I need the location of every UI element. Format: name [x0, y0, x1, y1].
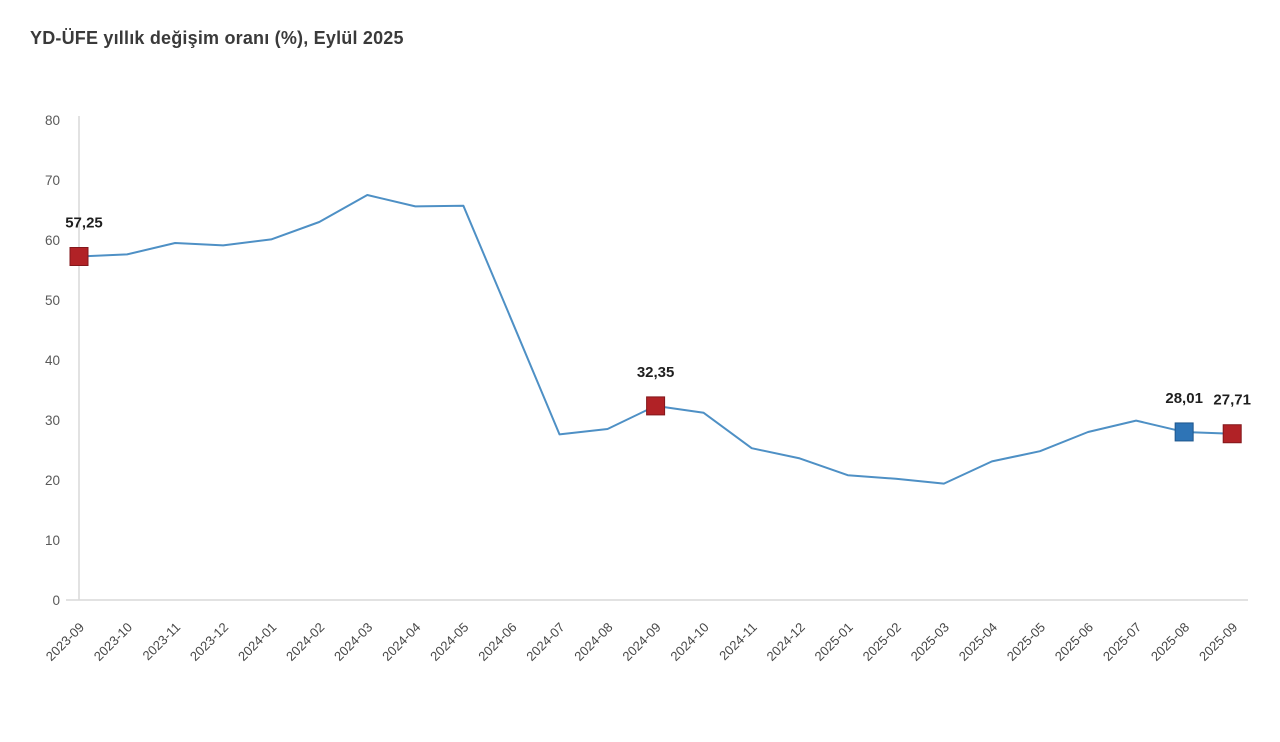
x-tick-label: 2025-02 [860, 620, 904, 664]
x-tick-label: 2024-07 [523, 620, 567, 664]
point-value-label: 32,35 [637, 364, 675, 381]
red-square-marker [646, 396, 666, 416]
point-value-label: 27,71 [1213, 392, 1251, 409]
x-tick-label: 2024-01 [235, 620, 279, 664]
x-tick-label: 2024-10 [667, 620, 711, 664]
x-tick-label: 2024-11 [716, 620, 760, 664]
x-tick-label: 2025-07 [1100, 620, 1144, 664]
y-tick-label: 20 [45, 473, 60, 488]
y-tick-label: 70 [45, 173, 60, 188]
x-tick-label: 2023-11 [140, 620, 184, 664]
x-tick-label: 2025-08 [1148, 620, 1192, 664]
x-tick-label: 2025-09 [1196, 620, 1240, 664]
y-tick-label: 50 [45, 293, 60, 308]
red-square-marker [1222, 424, 1242, 444]
x-tick-label: 2024-03 [331, 620, 375, 664]
point-value-label: 28,01 [1165, 390, 1203, 407]
x-tick-label: 2023-10 [91, 620, 135, 664]
x-tick-label: 2024-08 [571, 620, 615, 664]
y-tick-label: 40 [45, 353, 60, 368]
y-tick-label: 80 [45, 113, 60, 128]
x-tick-label: 2024-05 [427, 620, 471, 664]
x-tick-label: 2024-12 [764, 620, 808, 664]
x-tick-label: 2025-06 [1052, 620, 1096, 664]
x-tick-label: 2025-01 [812, 620, 856, 664]
x-tick-label: 2024-06 [475, 620, 519, 664]
x-tick-label: 2024-02 [283, 620, 327, 664]
x-tick-label: 2024-09 [619, 620, 663, 664]
blue-square-marker [1174, 422, 1194, 442]
y-tick-label: 60 [45, 233, 60, 248]
x-tick-label: 2023-09 [43, 620, 87, 664]
x-tick-label: 2025-03 [908, 620, 952, 664]
y-tick-label: 0 [52, 593, 60, 608]
y-tick-label: 30 [45, 413, 60, 428]
red-square-marker [69, 247, 89, 266]
x-tick-label: 2023-12 [187, 620, 231, 664]
chart-title: YD-ÜFE yıllık değişim oranı (%), Eylül 2… [30, 28, 404, 48]
x-tick-label: 2024-04 [379, 620, 423, 664]
x-tick-label: 2025-05 [1004, 620, 1048, 664]
x-tick-label: 2025-04 [956, 620, 1000, 664]
point-value-label: 57,25 [65, 215, 103, 232]
y-tick-label: 10 [45, 533, 60, 548]
series-line [78, 194, 1234, 485]
